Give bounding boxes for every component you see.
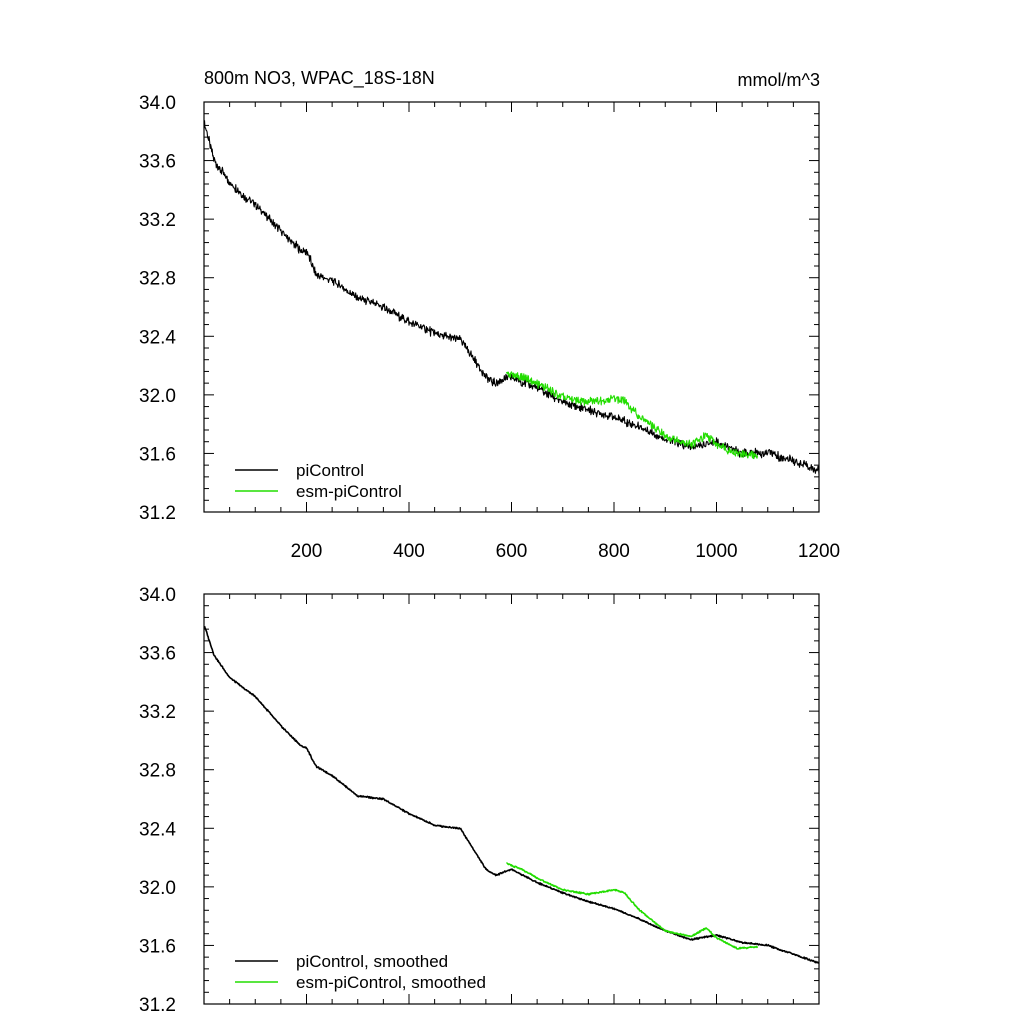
x-tick-label: 400 bbox=[393, 541, 425, 562]
x-tick-label: 600 bbox=[496, 541, 528, 562]
y-tick-label: 31.2 bbox=[139, 503, 176, 524]
top-panel-series bbox=[203, 120, 820, 475]
bottom-panel-plot-frame bbox=[203, 593, 820, 1005]
x-tick-label: 200 bbox=[291, 541, 323, 562]
y-tick-label: 32.8 bbox=[139, 761, 176, 782]
y-tick-label: 33.2 bbox=[139, 702, 176, 723]
legend-label-picontrol-smoothed: piControl, smoothed bbox=[296, 952, 448, 971]
y-tick-label: 32.0 bbox=[139, 386, 176, 407]
top-panel-legend: piControl esm-piControl bbox=[235, 461, 402, 501]
top-panel: 800m NO3, WPAC_18S-18N mmol/m^3 31.2 31.6… bbox=[139, 68, 840, 562]
x-tick-label: 1000 bbox=[695, 541, 737, 562]
bottom-panel-series bbox=[203, 625, 820, 964]
bottom-panel: 31.2 31.6 32.0 32.4 32.8 33.2 33.6 34.0 piContr… bbox=[139, 585, 820, 1016]
bottom-panel-ticks bbox=[204, 593, 820, 1005]
series-line-picontrol bbox=[203, 120, 820, 475]
legend-label-picontrol: piControl bbox=[296, 461, 364, 480]
top-panel-plot-frame bbox=[203, 101, 820, 513]
series-line-picontrol-smoothed bbox=[203, 625, 820, 964]
y-tick-label: 33.2 bbox=[139, 210, 176, 231]
top-panel-tick-labels: 31.2 31.6 32.0 32.4 32.8 33.2 33.6 34.0 200 400 60… bbox=[139, 93, 840, 562]
y-tick-label: 32.0 bbox=[139, 878, 176, 899]
y-tick-label: 32.4 bbox=[139, 327, 176, 348]
y-tick-label: 31.2 bbox=[139, 995, 176, 1016]
top-panel-ticks bbox=[204, 101, 820, 513]
y-tick-label: 31.6 bbox=[139, 444, 176, 465]
legend-label-esm-picontrol-smoothed: esm-piControl, smoothed bbox=[296, 973, 486, 992]
y-tick-label: 32.4 bbox=[139, 819, 176, 840]
y-tick-label: 31.6 bbox=[139, 936, 176, 957]
x-tick-label: 800 bbox=[598, 541, 630, 562]
y-tick-label: 34.0 bbox=[139, 585, 176, 606]
bottom-panel-legend: piControl, smoothed esm-piControl, smoot… bbox=[235, 952, 486, 992]
bottom-panel-tick-labels: 31.2 31.6 32.0 32.4 32.8 33.2 33.6 34.0 bbox=[139, 585, 176, 1016]
legend-label-esm-picontrol: esm-piControl bbox=[296, 482, 402, 501]
y-tick-label: 32.8 bbox=[139, 269, 176, 290]
series-line-esm-picontrol bbox=[505, 371, 759, 460]
x-tick-label: 1200 bbox=[798, 541, 840, 562]
series-line-esm-picontrol-smoothed bbox=[506, 862, 759, 950]
y-tick-label: 33.6 bbox=[139, 152, 176, 173]
y-tick-label: 33.6 bbox=[139, 644, 176, 665]
y-tick-label: 34.0 bbox=[139, 93, 176, 114]
chart-title: 800m NO3, WPAC_18S-18N bbox=[204, 68, 435, 89]
chart-units: mmol/m^3 bbox=[738, 70, 820, 90]
